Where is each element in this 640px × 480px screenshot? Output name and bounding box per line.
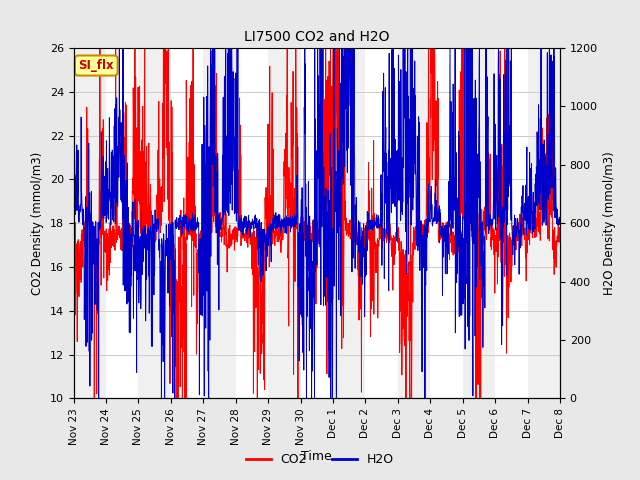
Title: LI7500 CO2 and H2O: LI7500 CO2 and H2O <box>244 30 390 44</box>
Bar <box>106 48 138 398</box>
CO2 <box>542 216 550 222</box>
Y-axis label: CO2 Density (mmol/m3): CO2 Density (mmol/m3) <box>31 152 44 295</box>
Legend: CO2, H2O: CO2, H2O <box>241 448 399 471</box>
Bar <box>236 48 268 398</box>
CO2 <box>453 244 461 250</box>
CO2 <box>96 45 104 51</box>
CO2 <box>294 226 301 232</box>
CO2 <box>90 396 98 401</box>
CO2 <box>543 211 550 217</box>
H2O <box>95 396 102 401</box>
Y-axis label: H2O Density (mmol/m3): H2O Density (mmol/m3) <box>604 151 616 295</box>
X-axis label: Time: Time <box>301 450 332 463</box>
Bar <box>365 48 398 398</box>
H2O <box>95 252 102 258</box>
Bar <box>495 48 527 398</box>
H2O <box>453 271 461 276</box>
Bar <box>560 48 593 398</box>
Text: SI_flx: SI_flx <box>79 59 114 72</box>
Bar <box>171 48 204 398</box>
CO2 <box>70 235 77 240</box>
Line: CO2: CO2 <box>74 48 560 398</box>
Bar <box>430 48 463 398</box>
CO2 <box>556 229 564 235</box>
H2O <box>115 45 123 51</box>
H2O <box>542 222 550 228</box>
H2O <box>556 216 564 222</box>
H2O <box>307 325 314 331</box>
CO2 <box>307 240 314 246</box>
Line: H2O: H2O <box>74 48 560 398</box>
CO2 <box>95 235 102 241</box>
H2O <box>294 144 301 150</box>
H2O <box>543 201 550 207</box>
Bar <box>301 48 333 398</box>
H2O <box>70 202 77 208</box>
